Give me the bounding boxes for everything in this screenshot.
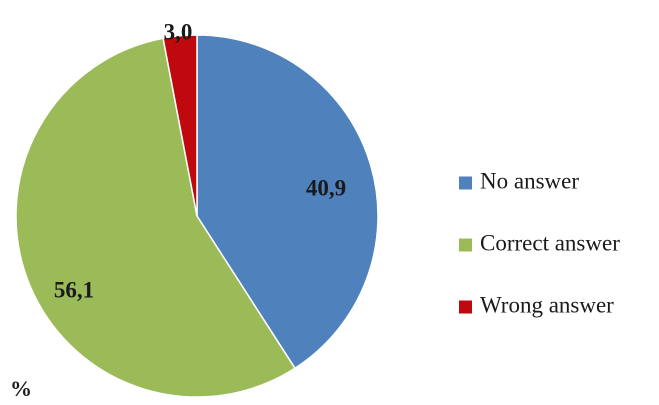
legend: No answer Correct answer Wrong answer <box>459 168 620 317</box>
data-label-no-answer: 40,9 <box>306 175 346 200</box>
pie-slice-correct-answer <box>15 37 296 398</box>
legend-swatch-correct-answer <box>459 238 472 252</box>
legend-label-correct-answer: Correct answer <box>480 230 620 255</box>
data-label-correct-answer: 56,1 <box>54 277 94 302</box>
pie-slice-no-answer <box>196 34 379 370</box>
pie-slice-wrong-answer <box>162 34 198 217</box>
legend-swatch-no-answer <box>459 176 472 190</box>
legend-label-no-answer: No answer <box>480 168 579 193</box>
pie-slices <box>15 34 379 398</box>
data-label-wrong-answer: 3,0 <box>164 19 193 44</box>
legend-swatch-wrong-answer <box>459 300 472 314</box>
pie-data-labels: 40,9 56,1 3,0 <box>54 19 346 302</box>
legend-label-wrong-answer: Wrong answer <box>480 292 614 317</box>
unit-label: % <box>10 376 32 401</box>
